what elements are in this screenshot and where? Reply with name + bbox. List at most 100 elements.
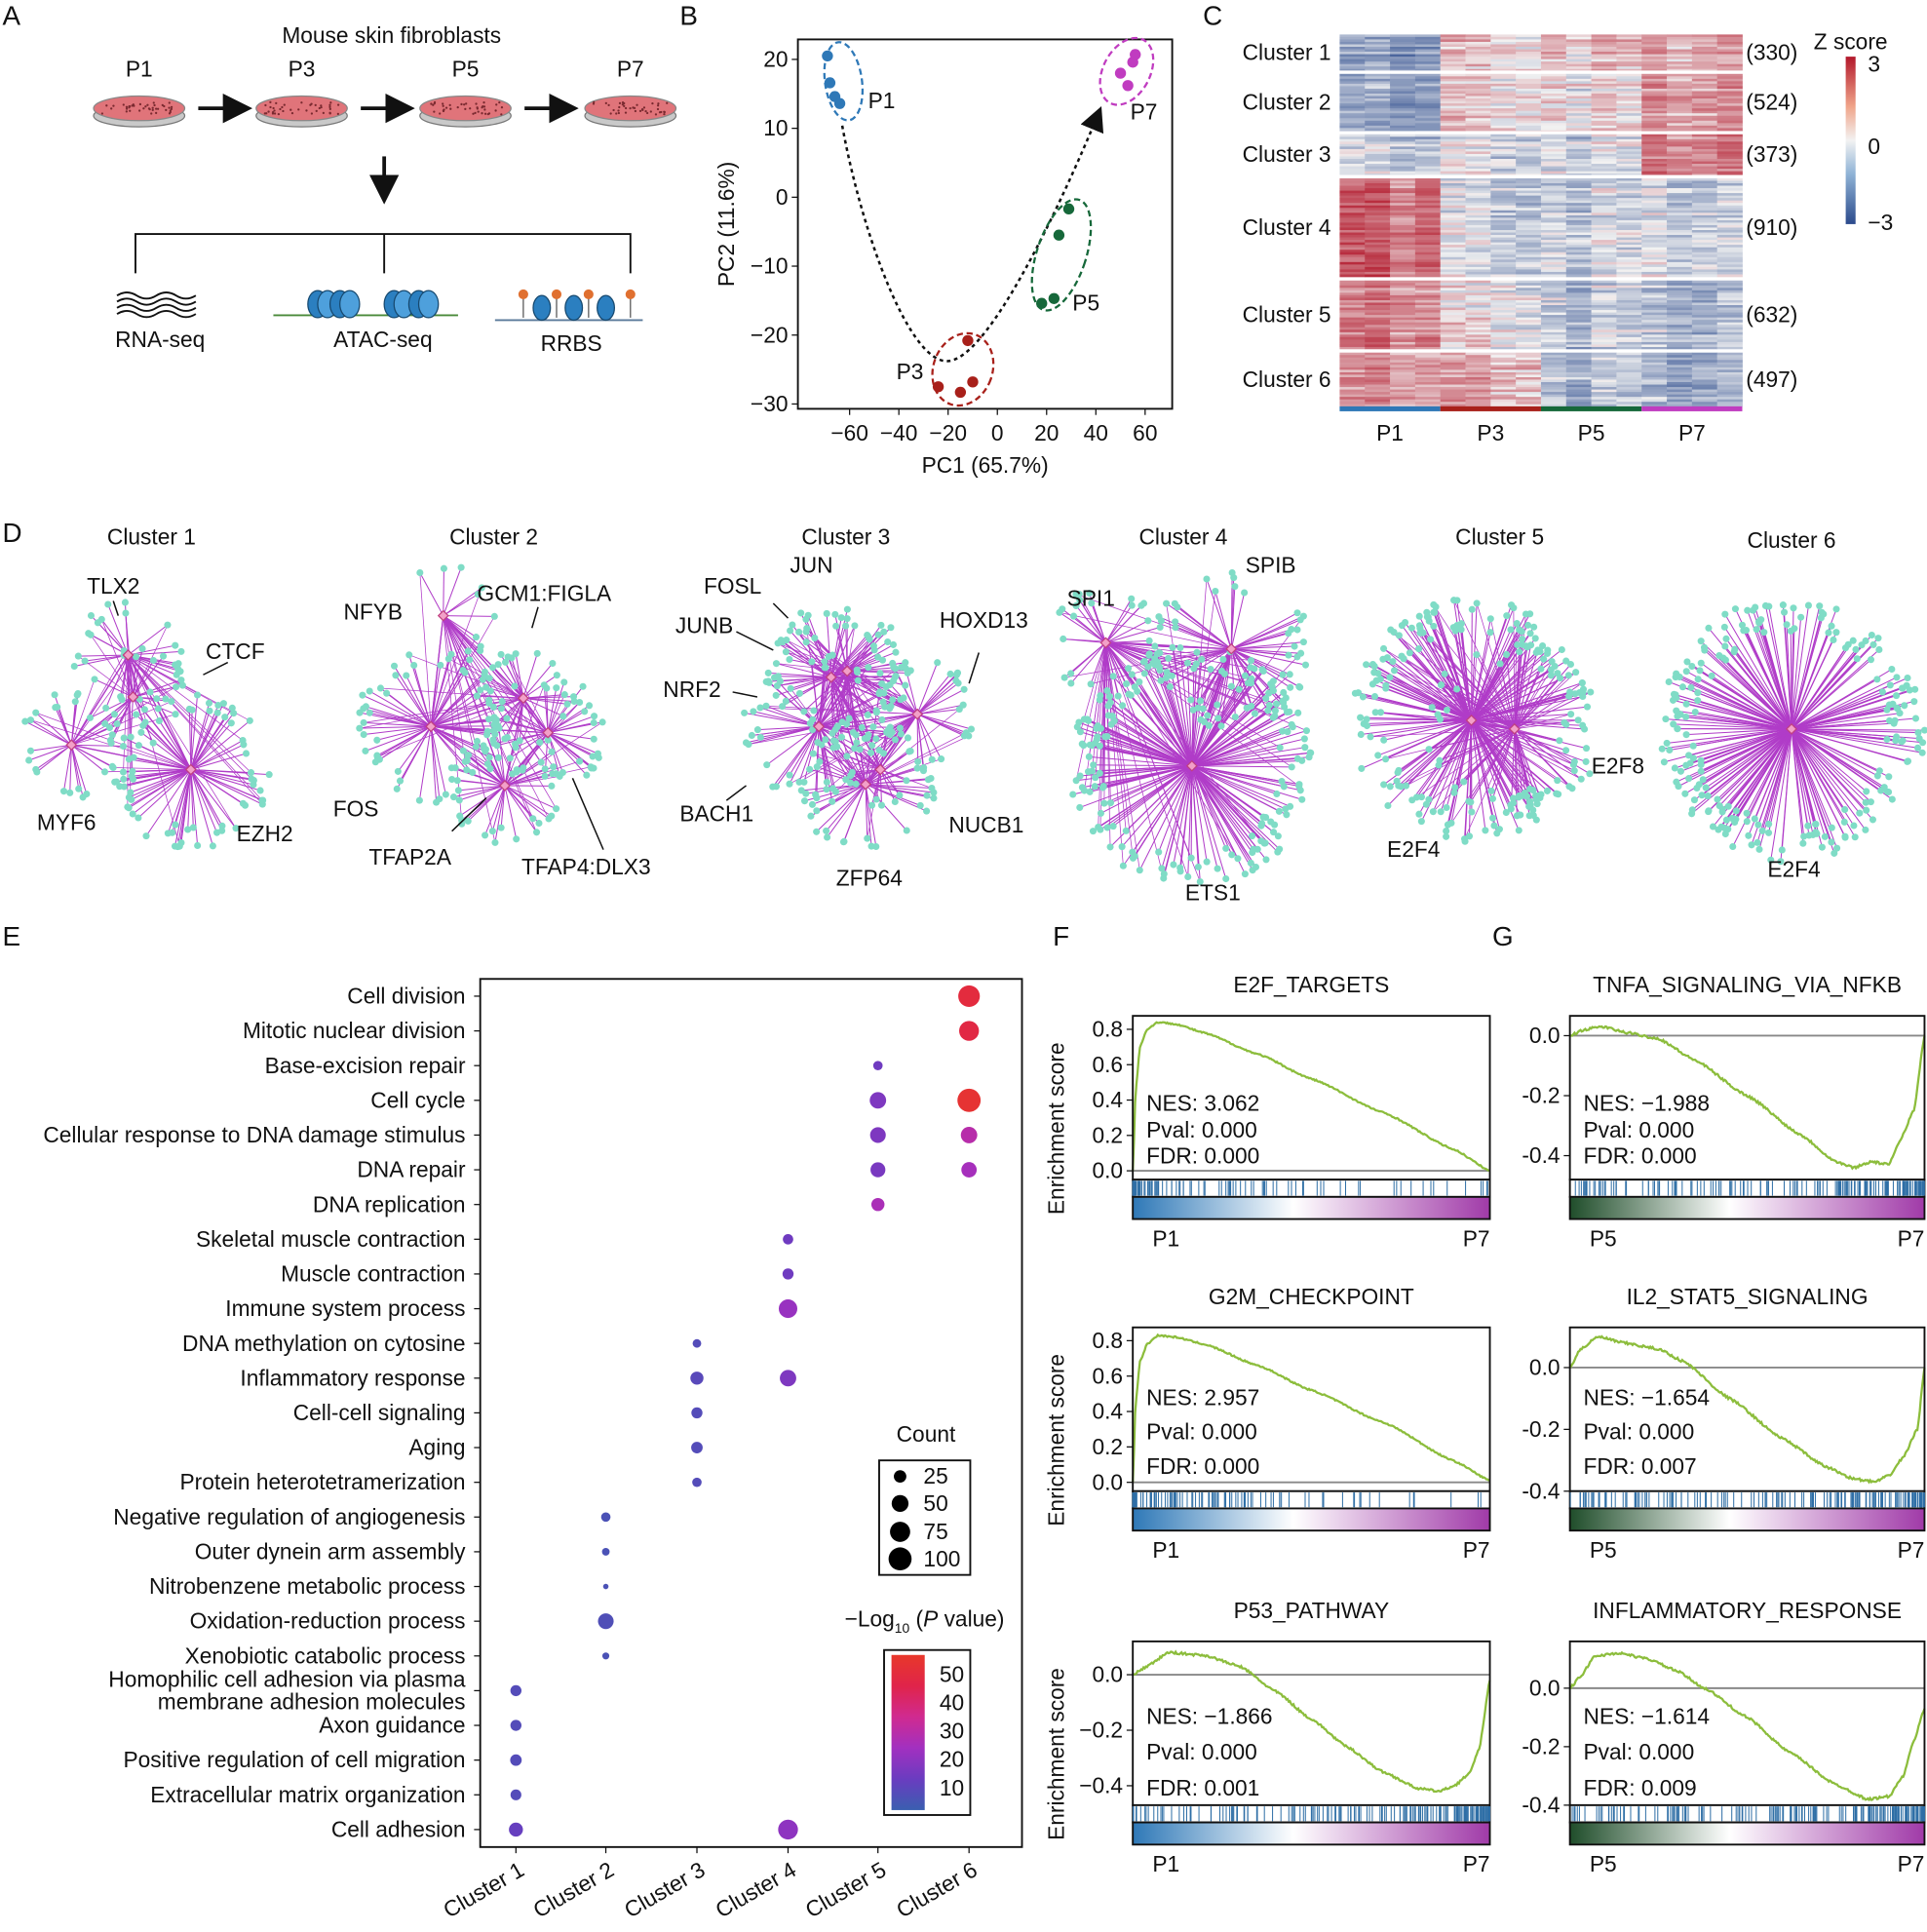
target-node xyxy=(1451,784,1459,792)
zscore-colorbar xyxy=(1845,57,1856,224)
heatmap-cell xyxy=(1516,315,1542,319)
target-node xyxy=(1380,781,1388,789)
heatmap-cell xyxy=(1390,392,1416,396)
heatmap-cell xyxy=(1465,384,1491,388)
heatmap-cell xyxy=(1716,261,1743,265)
heatmap-cell xyxy=(1716,290,1743,293)
heatmap-cell xyxy=(1440,39,1466,43)
target-node xyxy=(1293,626,1301,634)
heatmap-cell xyxy=(1390,205,1416,209)
target-node xyxy=(1087,680,1095,688)
target-node xyxy=(1296,787,1304,794)
target-node xyxy=(1125,665,1133,673)
network-edge xyxy=(818,667,827,727)
heatmap-cell xyxy=(1465,198,1491,202)
heatmap-cell xyxy=(1339,110,1366,114)
network-edge xyxy=(491,785,506,831)
heatmap-cell xyxy=(1465,171,1491,174)
heatmap-cell xyxy=(1490,320,1517,324)
target-node xyxy=(1510,604,1518,612)
heatmap-cell xyxy=(1365,91,1391,95)
heatmap-cell xyxy=(1440,73,1466,77)
heatmap-cell xyxy=(1490,315,1517,319)
heatmap-cell xyxy=(1440,213,1466,216)
network-edge xyxy=(1217,648,1232,718)
target-node xyxy=(359,691,366,699)
target-node xyxy=(1128,671,1136,678)
target-node xyxy=(1187,696,1195,704)
heatmap-cell xyxy=(1716,232,1743,236)
heatmap-cell xyxy=(1516,357,1542,361)
heatmap-cell xyxy=(1641,352,1668,356)
target-node xyxy=(1203,575,1211,583)
y-tick-label: 20 xyxy=(763,47,788,72)
target-node xyxy=(550,763,558,771)
heatmap-cell xyxy=(1414,392,1442,396)
heatmap-cell xyxy=(1339,47,1366,50)
heatmap-cell xyxy=(1365,217,1391,221)
network-edge xyxy=(547,732,592,768)
heatmap-cell xyxy=(1667,208,1693,212)
target-node xyxy=(1443,827,1450,835)
heatmap-cell xyxy=(1691,317,1718,321)
network-edge xyxy=(128,654,180,847)
heatmap-cell xyxy=(1490,54,1517,58)
heatmap-cell xyxy=(1716,317,1743,321)
y-tick-label: 0 xyxy=(776,184,789,210)
heatmap-cell xyxy=(1465,261,1491,265)
heatmap-cell xyxy=(1667,362,1693,366)
heatmap-cell xyxy=(1465,299,1491,303)
tf-label: BACH1 xyxy=(679,801,753,827)
heatmap-cell xyxy=(1465,367,1491,370)
target-node xyxy=(1139,658,1147,666)
network-edge xyxy=(1133,765,1193,859)
heatmap-cell xyxy=(1691,240,1718,244)
target-node xyxy=(952,676,960,684)
target-node xyxy=(127,733,135,741)
heatmap-cell xyxy=(1616,166,1642,170)
target-node xyxy=(1507,626,1515,634)
heatmap-cell xyxy=(1591,210,1617,213)
heatmap-cell xyxy=(1641,334,1668,338)
heatmap-cell xyxy=(1516,136,1542,140)
heatmap-cell xyxy=(1667,36,1693,40)
heatmap-cell xyxy=(1414,128,1442,132)
target-node xyxy=(1282,805,1290,813)
heatmap-cell xyxy=(1540,310,1567,313)
network-edge xyxy=(504,761,542,787)
panel-a-title: Mouse skin fibroblasts xyxy=(282,22,501,48)
heatmap-cell xyxy=(1339,371,1366,375)
heatmap-cell xyxy=(1540,177,1567,181)
heatmap-cell xyxy=(1565,108,1592,112)
heatmap-cell xyxy=(1667,143,1693,147)
network-edge xyxy=(1428,719,1472,750)
target-node xyxy=(1434,711,1442,718)
heatmap-cell xyxy=(1667,156,1693,160)
heatmap-cell xyxy=(1641,374,1668,378)
heatmap-cell xyxy=(1490,369,1517,373)
heatmap-cell xyxy=(1667,394,1693,398)
heatmap-cell xyxy=(1440,357,1466,361)
target-node xyxy=(1072,591,1080,599)
network-edge xyxy=(1132,765,1193,853)
heatmap-cell xyxy=(1516,86,1542,90)
heatmap-cell xyxy=(1540,399,1567,403)
heatmap-cell xyxy=(1390,98,1416,101)
heatmap-cell xyxy=(1667,41,1693,45)
heatmap-cell xyxy=(1516,320,1542,324)
heatmap-cell xyxy=(1667,325,1693,328)
heatmap-cell xyxy=(1390,247,1416,251)
heatmap-cell xyxy=(1390,193,1416,197)
heatmap-cell xyxy=(1339,331,1366,335)
network-edge xyxy=(826,784,867,831)
heatmap-cell xyxy=(1691,113,1718,117)
target-node xyxy=(842,776,850,784)
target-node xyxy=(1097,724,1105,732)
heatmap-cell xyxy=(1641,128,1668,132)
heatmap-cell xyxy=(1440,227,1466,231)
heatmap-cell xyxy=(1641,91,1668,95)
heatmap-cell xyxy=(1540,297,1567,301)
network-edge xyxy=(396,726,432,790)
